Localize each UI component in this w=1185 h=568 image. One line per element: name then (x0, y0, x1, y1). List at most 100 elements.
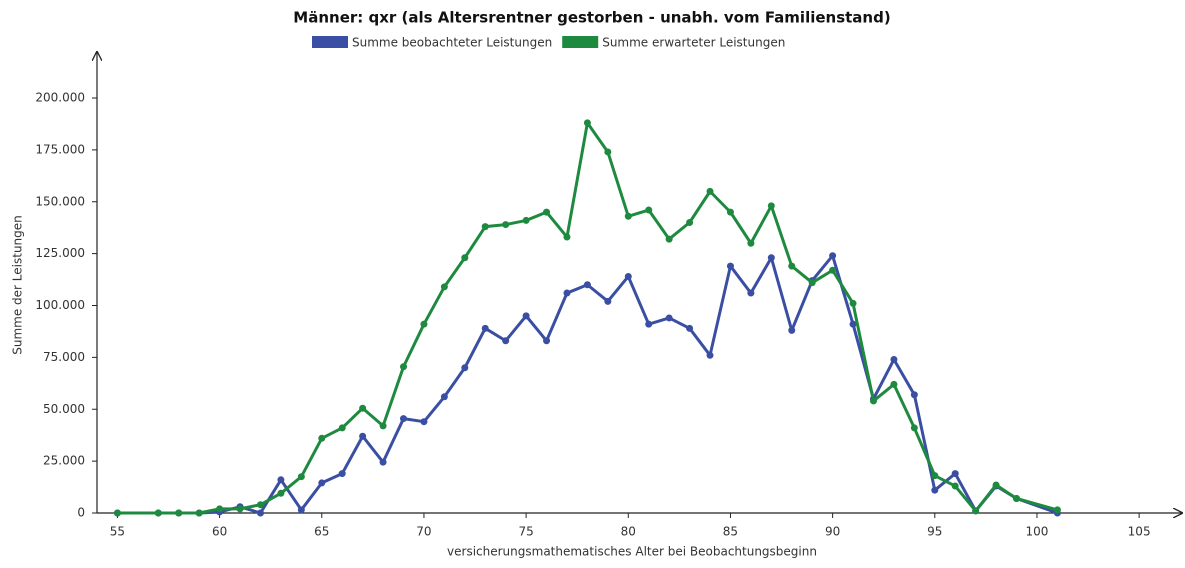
point (543, 337, 551, 345)
x-tick-label: 85 (723, 525, 738, 539)
legend-swatch (562, 36, 599, 48)
point (154, 509, 162, 517)
chart-title: Männer: qxr (als Altersrentner gestorben… (293, 9, 890, 27)
point (583, 281, 591, 289)
point (216, 505, 224, 513)
point (236, 505, 244, 513)
point (788, 326, 796, 334)
point (359, 432, 367, 440)
point (420, 418, 428, 426)
point (767, 202, 775, 210)
point (951, 470, 959, 478)
point (665, 235, 673, 243)
point (624, 272, 632, 280)
point (400, 363, 408, 371)
series-line (117, 121, 1058, 515)
point (829, 252, 837, 260)
point (910, 424, 918, 432)
point (563, 233, 571, 241)
point (747, 239, 755, 247)
point (849, 320, 857, 328)
y-tick-label: 150.000 (35, 194, 85, 208)
point (890, 355, 898, 363)
point (686, 324, 694, 332)
point (277, 489, 285, 497)
point (502, 337, 510, 345)
point (113, 509, 121, 517)
point (502, 221, 510, 229)
point (931, 486, 939, 494)
point (726, 262, 734, 270)
point (726, 208, 734, 216)
legend-swatch (312, 36, 348, 48)
point (767, 254, 775, 262)
point (829, 266, 837, 274)
point (645, 320, 653, 328)
y-tick-label: 50.000 (43, 402, 85, 416)
point (747, 289, 755, 297)
x-tick-label: 95 (927, 525, 942, 539)
x-tick-label: 65 (314, 525, 329, 539)
point (665, 314, 673, 322)
point (788, 262, 796, 270)
x-tick-label: 60 (212, 525, 227, 539)
legend-label: Summe erwarteter Leistungen (602, 36, 785, 50)
point (440, 283, 448, 291)
point (849, 299, 857, 307)
point (706, 187, 714, 195)
point (195, 509, 203, 517)
point (420, 320, 428, 328)
point (951, 482, 959, 490)
point (256, 509, 264, 517)
point (869, 397, 877, 405)
point (604, 148, 612, 156)
point (297, 473, 305, 481)
point (808, 279, 816, 287)
y-tick-label: 0 (77, 506, 85, 520)
point (624, 212, 632, 220)
point (481, 324, 489, 332)
point (481, 223, 489, 231)
point (686, 219, 694, 226)
point (338, 424, 346, 432)
point (522, 312, 530, 320)
point (256, 501, 264, 509)
y-tick-label: 175.000 (35, 142, 85, 156)
point (992, 481, 1000, 489)
point (318, 434, 326, 442)
series-line (117, 254, 1058, 515)
x-tick-label: 80 (621, 525, 636, 539)
point (175, 509, 183, 517)
point (400, 415, 408, 423)
y-tick-label: 100.000 (35, 298, 85, 312)
point (604, 297, 612, 305)
point (1053, 506, 1061, 514)
x-tick-label: 55 (110, 525, 125, 539)
point (440, 393, 448, 401)
point (379, 458, 387, 466)
point (359, 404, 367, 412)
y-axis-label: Summe der Leistungen (11, 215, 25, 355)
point (277, 476, 285, 484)
y-tick-label: 125.000 (35, 246, 85, 260)
point (645, 206, 653, 214)
point (461, 364, 469, 372)
x-axis-label: versicherungsmathematisches Alter bei Be… (447, 545, 817, 559)
y-tick-label: 200.000 (35, 91, 85, 105)
point (338, 470, 346, 478)
x-tick-label: 100 (1026, 525, 1049, 539)
point (1013, 494, 1021, 502)
point (318, 479, 326, 487)
point (379, 422, 387, 430)
point (297, 506, 305, 514)
point (543, 208, 551, 216)
point (522, 216, 530, 224)
x-tick-label: 105 (1128, 525, 1151, 539)
point (563, 289, 571, 297)
y-tick-label: 75.000 (43, 350, 85, 364)
point (910, 391, 918, 399)
legend-label: Summe beobachteter Leistungen (352, 36, 552, 50)
y-tick-label: 25.000 (43, 454, 85, 468)
x-tick-label: 90 (825, 525, 840, 539)
